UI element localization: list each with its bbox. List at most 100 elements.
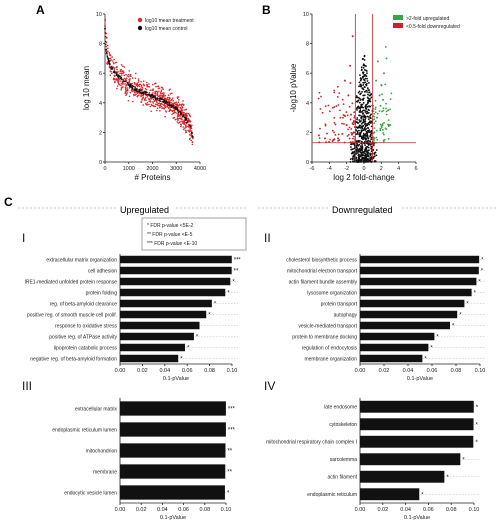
b-protein-point <box>368 91 370 94</box>
I-x-tick-label: 0.00 <box>115 368 126 374</box>
a-treatment-point <box>189 119 191 122</box>
b-protein-point <box>368 109 370 112</box>
I-bar <box>120 266 232 275</box>
a-control-point <box>131 88 133 90</box>
b-down-data-point <box>332 138 335 141</box>
b-protein-point <box>361 103 364 106</box>
b-up-data-point <box>387 109 390 112</box>
II-x-tick-label: 0.10 <box>475 368 486 374</box>
III-bar <box>120 401 226 416</box>
III-x-axis-title: 0.1-pValue <box>160 515 186 521</box>
a-treatment-point <box>107 47 109 50</box>
a-treatment-point <box>125 73 127 76</box>
b-up-data-point <box>382 72 385 75</box>
II-significance-stars: * <box>424 357 427 363</box>
I-bar <box>120 288 226 297</box>
a-control-data-point <box>184 118 187 120</box>
b-protein-point <box>359 120 362 123</box>
b-y-tick-label: 6 <box>306 71 309 77</box>
IV-x-tick-label: 0.10 <box>469 507 480 513</box>
b-up-point <box>385 128 388 131</box>
III-category-label: membrane <box>93 469 117 475</box>
b-protein-point <box>364 125 367 128</box>
a-treatment-point <box>172 99 174 102</box>
b-down-point <box>317 97 320 100</box>
a-control-point <box>158 99 161 102</box>
a-control-data-point <box>149 94 152 97</box>
a-treatment-point <box>151 83 154 86</box>
b-up-point <box>374 111 377 114</box>
a-treatment-point <box>116 79 119 81</box>
II-significance-stars: * <box>481 269 484 275</box>
panel-iv-numeral: IV <box>264 379 275 393</box>
III-category-label: endoplasmic reticulum lumen <box>52 427 117 433</box>
b-up-point <box>385 110 388 113</box>
a-y-tick-label: 6 <box>99 71 102 77</box>
II-category-label: actin filament bundle assembly <box>289 279 358 285</box>
a-control-point <box>107 58 110 60</box>
a-control-point <box>186 121 189 124</box>
IV-x-tick-label: 0.00 <box>355 507 366 513</box>
b-up-point <box>381 129 384 131</box>
IV-bar <box>360 470 445 483</box>
a-treatment-point <box>125 77 128 80</box>
b-protein-point <box>367 139 370 142</box>
b-down-point <box>341 98 344 101</box>
I-x-tick-label: 0.02 <box>137 368 148 374</box>
b-protein-point <box>363 59 366 61</box>
b-protein-point <box>356 147 359 150</box>
a-treatment-point <box>181 106 184 109</box>
b-protein-point <box>372 144 375 147</box>
b-protein-point <box>359 109 362 112</box>
a-treatment-point <box>160 89 163 91</box>
b-up-data-point <box>375 79 378 82</box>
a-treatment-point <box>166 96 169 99</box>
a-treatment-point <box>128 81 131 83</box>
b-x-tick-label: -2 <box>344 166 349 172</box>
a-treatment-point <box>125 79 128 82</box>
b-protein-point <box>358 140 360 143</box>
b-protein-point <box>366 115 369 118</box>
b-protein-point <box>367 93 369 96</box>
b-legend-up-swatch <box>393 15 403 20</box>
b-protein-point <box>357 91 360 94</box>
a-treatment-point <box>133 81 136 84</box>
a-control-point <box>106 52 108 55</box>
a-treatment-point <box>181 116 183 119</box>
b-y-axis-title: -log10 pValue <box>289 63 298 112</box>
a-treatment-point <box>126 84 128 86</box>
b-down-point <box>343 123 345 125</box>
a-treatment-point <box>148 100 150 102</box>
a-control-point <box>159 98 161 100</box>
a-treatment-point <box>119 69 122 72</box>
a-treatment-point <box>148 98 151 101</box>
a-treatment-point <box>154 92 156 95</box>
a-treatment-point <box>156 85 159 88</box>
b-protein-point <box>370 93 373 96</box>
a-treatment-point <box>176 121 179 123</box>
a-control-point <box>131 84 134 87</box>
a-y-tick-label: 0 <box>99 160 102 166</box>
b-protein-point <box>365 112 368 115</box>
b-protein-point <box>358 101 361 104</box>
a-treatment-point <box>181 103 184 105</box>
a-treatment-point <box>124 86 127 89</box>
IV-significance-stars: * <box>462 457 465 463</box>
b-protein-point <box>364 138 367 141</box>
a-treatment-point <box>106 61 109 64</box>
b-protein-point <box>361 87 364 90</box>
III-significance-stars: ** <box>227 449 232 455</box>
b-protein-point <box>357 161 360 163</box>
b-down-point <box>328 140 330 143</box>
a-treatment-point <box>136 95 139 98</box>
b-protein-point <box>365 75 368 78</box>
b-protein-point <box>361 90 363 93</box>
b-down-point <box>347 128 349 131</box>
b-down-point <box>333 131 335 134</box>
b-protein-point <box>366 131 369 134</box>
a-control-point <box>125 83 127 85</box>
IV-category-label: actin filament <box>328 475 358 481</box>
b-protein-point <box>355 107 358 110</box>
b-protein-point <box>362 94 365 97</box>
a-treatment-point <box>185 122 188 125</box>
